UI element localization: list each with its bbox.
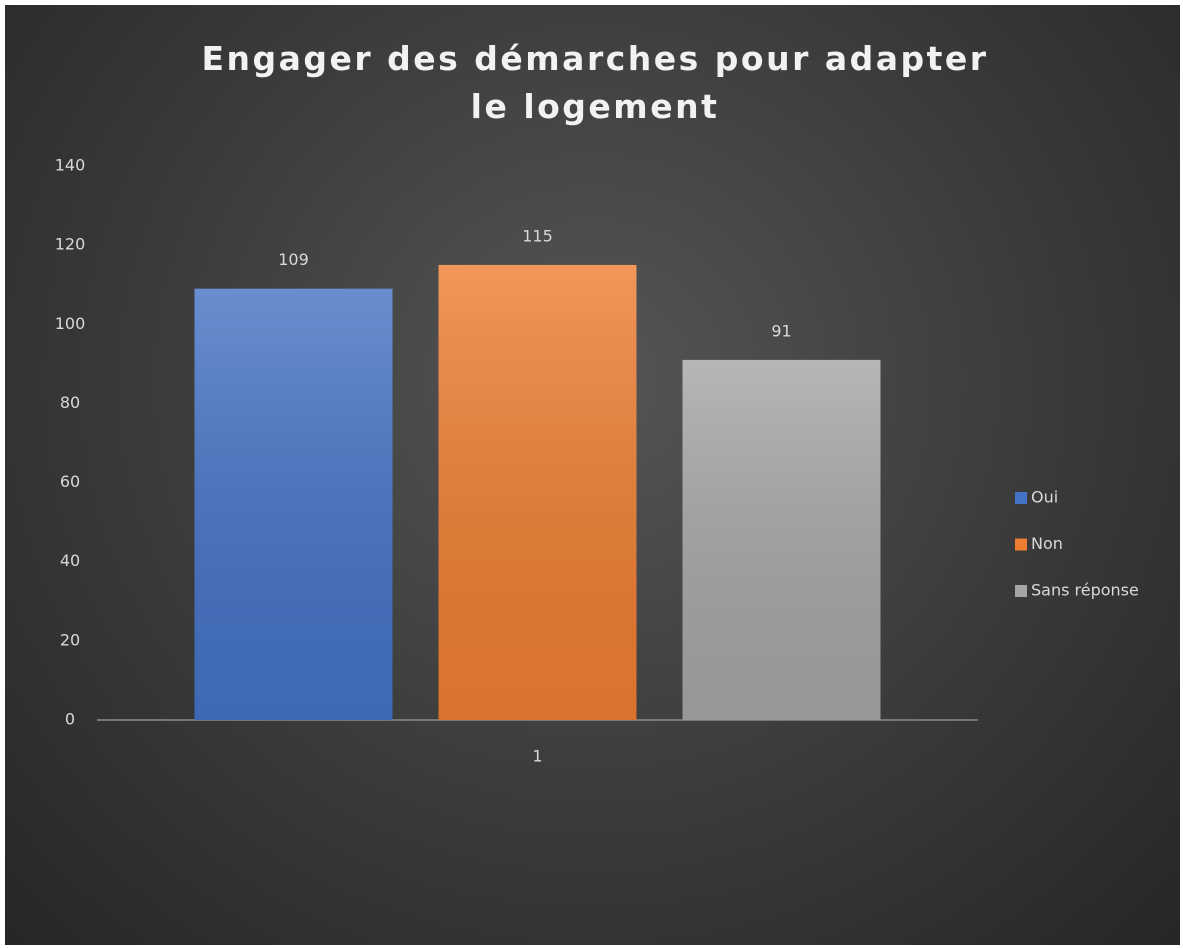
legend-swatch <box>1015 585 1027 597</box>
legend-label: Oui <box>1031 488 1058 507</box>
y-tick-label: 0 <box>65 710 75 729</box>
data-label: 115 <box>522 226 553 245</box>
y-tick-label: 100 <box>55 314 86 333</box>
legend-swatch <box>1015 538 1027 551</box>
y-tick-label: 40 <box>60 551 80 570</box>
y-tick-label: 80 <box>60 393 80 412</box>
bar <box>682 359 881 720</box>
data-label: 109 <box>278 250 309 269</box>
x-tick-label: 1 <box>532 747 542 766</box>
data-label: 91 <box>771 321 791 340</box>
legend-label: Non <box>1031 534 1063 553</box>
bar <box>194 288 393 720</box>
y-tick-label: 140 <box>55 156 86 175</box>
bar <box>438 264 637 720</box>
y-tick-label: 20 <box>60 630 80 649</box>
chart-title: Engager des démarches pour adapter le lo… <box>201 39 989 126</box>
y-tick-label: 120 <box>55 235 86 254</box>
legend-label: Sans réponse <box>1031 581 1139 600</box>
legend-swatch <box>1015 492 1027 504</box>
y-tick-label: 60 <box>60 472 80 491</box>
